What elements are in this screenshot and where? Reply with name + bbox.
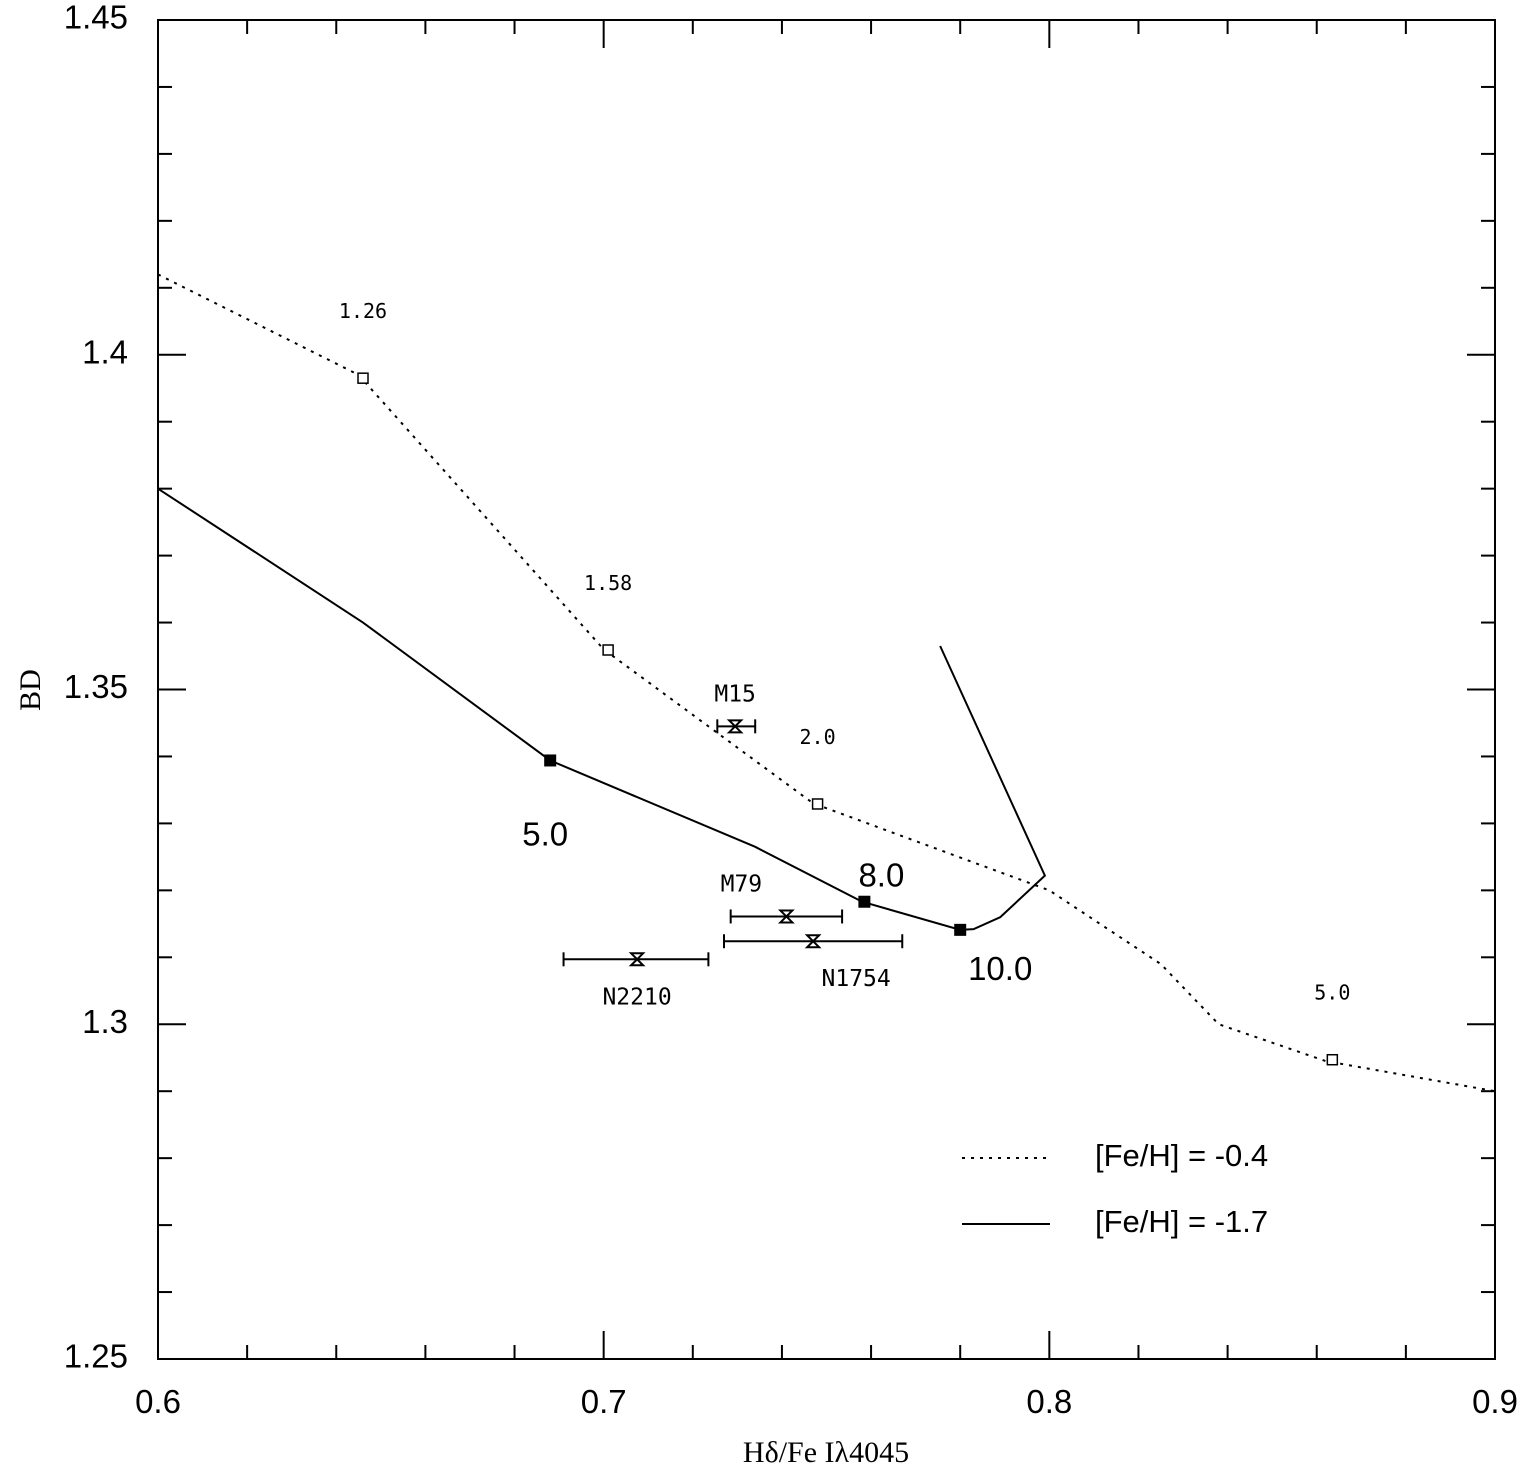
cluster-marker (726, 719, 744, 734)
cluster-layer: M15 M79 N1754 N2210 (562, 681, 904, 1010)
age-label: 5.0 (1314, 981, 1350, 1005)
open-square-marker (602, 644, 614, 656)
cluster-label: M79 (721, 871, 763, 897)
filled-square-marker (954, 923, 967, 936)
x-tick-label: 0.8 (1026, 1383, 1072, 1420)
cluster-marker (628, 952, 646, 967)
filled-square-marker (858, 895, 871, 908)
x-tick-label: 0.7 (581, 1383, 627, 1420)
series-line-fe-04 (157, 273, 1496, 1093)
open-square-marker (1326, 1053, 1339, 1066)
age-label: 1.26 (339, 299, 387, 323)
age-label: 2.0 (800, 725, 836, 749)
age-label: 8.0 (858, 857, 904, 894)
cluster-label: N2210 (602, 984, 671, 1010)
axis-ticks (157, 19, 1496, 1360)
legend-label-fe-04: [Fe/H] = -0.4 (1095, 1138, 1268, 1173)
series-layer (157, 273, 1496, 1093)
open-square-marker (811, 798, 824, 810)
y-tick-label: 1.45 (64, 0, 128, 36)
y-tick-label: 1.3 (82, 1003, 128, 1040)
series-line-fe-17 (157, 487, 1047, 931)
cluster-label: N1754 (822, 966, 891, 992)
legend: [Fe/H] = -0.4 [Fe/H] = -1.7 (962, 1138, 1268, 1239)
marker-layer: 1.26 1.58 2.0 5.0 5.0 8.0 10.0 (339, 299, 1350, 1066)
y-tick-label: 1.4 (82, 333, 128, 370)
x-tick-label: 0.9 (1472, 1383, 1518, 1420)
cluster-marker (804, 934, 822, 949)
y-tick-label: 1.35 (64, 668, 128, 705)
age-label: 5.0 (522, 815, 568, 852)
age-label: 10.0 (968, 950, 1032, 987)
x-tick-label: 0.6 (135, 1383, 181, 1420)
legend-label-fe-17: [Fe/H] = -1.7 (1095, 1204, 1268, 1239)
plot-frame (157, 19, 1496, 1360)
y-axis-title: BD (14, 669, 47, 711)
axis-tick-labels: 0.6 0.7 0.8 0.9 1.25 1.3 1.35 1.4 1.45 (64, 0, 1518, 1420)
cluster-label: M15 (714, 681, 756, 707)
x-axis-title: Hδ/Fe Iλ4045 (743, 1436, 909, 1469)
open-square-marker (357, 372, 369, 384)
age-label: 1.58 (584, 571, 632, 595)
y-tick-label: 1.25 (64, 1338, 128, 1375)
filled-square-marker (544, 754, 557, 767)
cluster-marker (777, 909, 795, 924)
